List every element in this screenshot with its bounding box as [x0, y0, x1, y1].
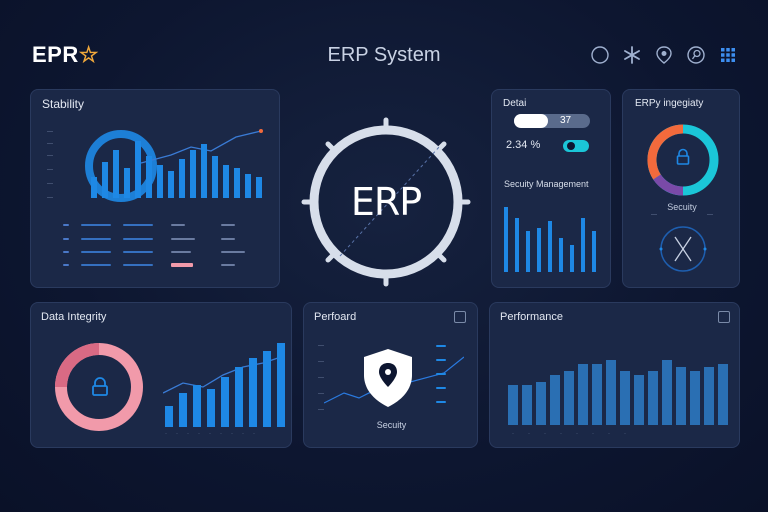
location-icon[interactable] [654, 45, 674, 65]
integrity-title: ERPy ingegiaty [635, 98, 704, 109]
data-integrity-bar-chart [165, 343, 287, 427]
security-management-title: Secuity Management [504, 179, 589, 189]
performance-title: Performance [500, 311, 563, 323]
star-icon: ☆ [78, 42, 99, 67]
performance-bar [550, 375, 560, 425]
performance-bar [676, 367, 686, 425]
security-management-bar [559, 238, 563, 272]
data-integrity-bar [165, 406, 173, 427]
app-logo[interactable]: EPR☆ [32, 42, 99, 68]
stability-bar [91, 177, 97, 198]
stability-bar-chart [91, 138, 266, 198]
performance-bar-chart [508, 353, 728, 425]
security-management-bar [592, 231, 596, 272]
stability-panel[interactable]: Stability — — — — — — [30, 89, 280, 288]
detail-progress-bar: 37 [514, 114, 590, 128]
security-management-bar [526, 231, 530, 272]
performance-bar [634, 375, 644, 425]
data-integrity-bar [221, 377, 229, 427]
stability-bar [212, 156, 218, 198]
stability-bar [256, 177, 262, 198]
stability-bar [102, 162, 108, 198]
security-management-bar [548, 221, 552, 272]
security-management-bar [515, 218, 519, 272]
detail-progress-value: 37 [560, 115, 572, 126]
erp-emblem[interactable]: ERP [300, 116, 472, 288]
integrity-label: Secuity [667, 202, 697, 212]
search-icon[interactable] [686, 45, 706, 65]
grid-icon[interactable] [718, 45, 738, 65]
asterisk-icon[interactable] [622, 45, 642, 65]
stability-ring [85, 130, 157, 202]
page-title: ERP System [327, 44, 441, 66]
security-management-bar [537, 228, 541, 272]
performance-panel[interactable]: Performance ········ [489, 302, 740, 448]
performance-bar [536, 382, 546, 425]
data-integrity-title: Data Integrity [41, 311, 107, 323]
data-integrity-bar [277, 343, 285, 427]
data-integrity-bar [263, 351, 271, 427]
data-integrity-bar [207, 389, 215, 427]
integrity-donut [647, 124, 719, 196]
perfoard-panel[interactable]: Perfoard — — — — — Secuity [303, 302, 478, 448]
stability-bar [146, 156, 152, 198]
stability-title: Stability [42, 97, 85, 111]
stability-bar [201, 144, 207, 198]
stability-bar [135, 141, 141, 198]
stability-bar [190, 150, 196, 198]
expand-icon[interactable] [454, 311, 466, 323]
performance-axis: ········ [512, 431, 640, 437]
erp-logo-text: ERP [350, 180, 422, 224]
performance-bar [620, 371, 630, 425]
expand-icon[interactable] [718, 311, 730, 323]
data-integrity-bar [235, 367, 243, 427]
perfoard-line-chart [324, 356, 464, 404]
performance-bar [648, 371, 658, 425]
performance-bar [592, 364, 602, 425]
security-management-bar [581, 218, 585, 272]
detail-percent: 2.34 % [506, 139, 541, 151]
perfoard-title: Perfoard [314, 311, 357, 323]
stability-bar [124, 168, 130, 198]
integrity-panel[interactable]: ERPy ingegiaty Secuity — — [622, 89, 740, 288]
security-management-bar-chart [504, 204, 602, 272]
stability-bar [113, 150, 119, 198]
data-integrity-bar [249, 358, 257, 427]
shield-icon [364, 349, 412, 407]
data-integrity-donut [55, 343, 143, 431]
data-integrity-axis: ········· [165, 431, 264, 437]
performance-bar [508, 385, 518, 425]
performance-bar [564, 371, 574, 425]
detail-toggle[interactable] [563, 140, 589, 152]
stability-bar [179, 159, 185, 198]
compass-icon[interactable] [590, 45, 610, 65]
detail-panel[interactable]: Detai 37 2.34 % Secuity Management [491, 89, 611, 288]
performance-bar [662, 360, 672, 425]
performance-bar [718, 364, 728, 425]
stability-bar [245, 174, 251, 198]
performance-bar [704, 367, 714, 425]
performance-bar [690, 371, 700, 425]
stability-bar [157, 165, 163, 198]
performance-bar [522, 385, 532, 425]
data-integrity-bar [193, 385, 201, 427]
security-management-bar [504, 207, 508, 272]
compass-dial [659, 226, 707, 272]
detail-title: Detai [503, 98, 527, 109]
security-management-bar [570, 245, 574, 272]
lock-icon [674, 148, 692, 166]
stability-bar [234, 168, 240, 198]
data-integrity-panel[interactable]: Data Integrity ········· [30, 302, 292, 448]
performance-bar [606, 360, 616, 425]
perfoard-label: Secuity [376, 420, 407, 430]
performance-bar [578, 364, 588, 425]
data-integrity-bar [179, 393, 187, 427]
stability-bar [168, 171, 174, 198]
stability-bar [223, 165, 229, 198]
logo-text: EPR [32, 42, 79, 67]
lock-icon [89, 376, 111, 398]
